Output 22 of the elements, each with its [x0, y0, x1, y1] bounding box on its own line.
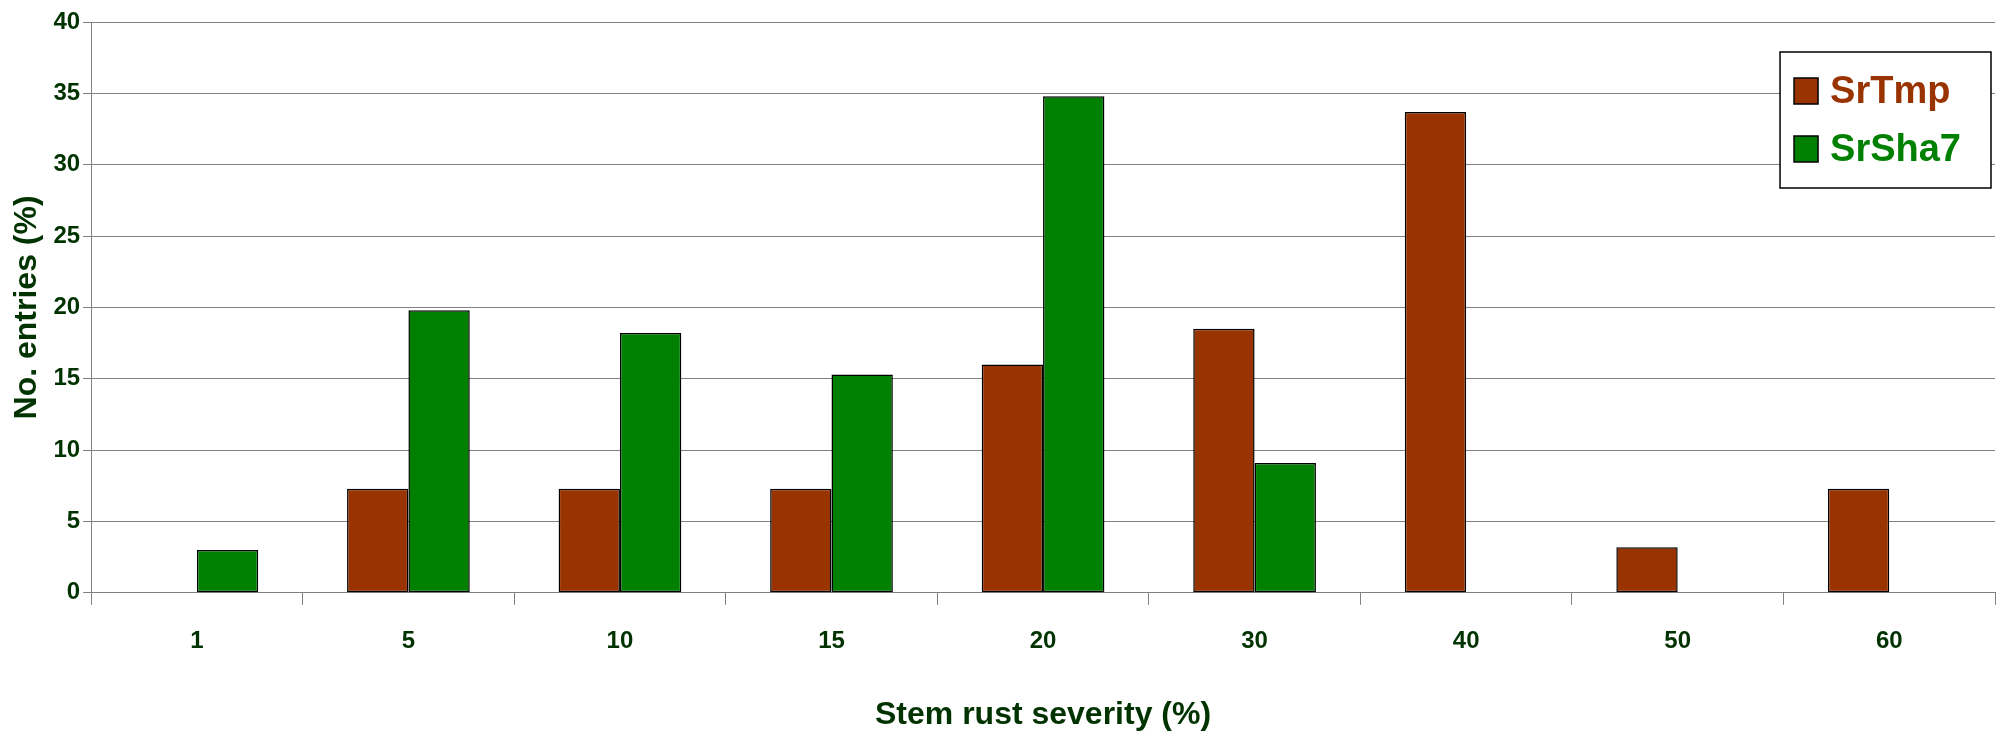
x-tick-label: 10	[606, 625, 634, 653]
x-tick-label: 15	[818, 625, 845, 653]
y-tick-label: 15	[53, 363, 81, 391]
x-axis-title: Stem rust severity (%)	[874, 694, 1212, 731]
y-tick-label: 40	[53, 6, 81, 34]
y-tick-label: 35	[53, 77, 81, 105]
legend-label: SrSha7	[1830, 127, 1962, 170]
x-tick-label: 60	[1875, 625, 1903, 653]
x-tick-label: 5	[401, 625, 416, 653]
x-tick-label: 40	[1452, 625, 1480, 653]
y-tick-label: 25	[53, 220, 81, 248]
x-tick-label: 1	[190, 625, 204, 653]
legend-label: SrTmp	[1830, 69, 1951, 112]
x-tick-label: 50	[1664, 625, 1692, 653]
y-tick-label: 30	[53, 149, 81, 177]
y-axis-title: No. entries (%)	[7, 195, 44, 420]
x-tick-label: 20	[1029, 625, 1057, 653]
x-tick-label: 30	[1241, 625, 1268, 653]
y-tick-label: 10	[53, 434, 81, 462]
y-tick-label: 5	[66, 506, 81, 534]
y-tick-label: 20	[53, 292, 81, 320]
y-tick-label: 0	[66, 577, 81, 605]
